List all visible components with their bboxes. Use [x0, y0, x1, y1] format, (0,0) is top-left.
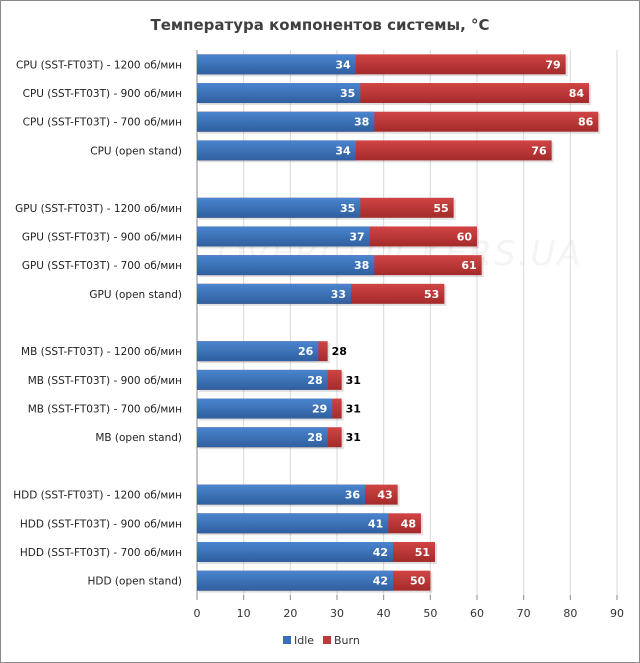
data-label-idle: 42	[373, 546, 388, 559]
data-label-burn: 61	[461, 259, 476, 272]
data-label-idle: 38	[354, 259, 369, 272]
bar-idle	[197, 111, 375, 132]
bar-idle	[197, 140, 356, 161]
data-label-burn: 28	[332, 345, 347, 358]
data-label-burn: 76	[531, 144, 547, 157]
tick-label: 50	[423, 607, 437, 620]
data-label-idle: 42	[373, 575, 388, 588]
data-label-idle: 28	[307, 374, 322, 387]
bar-idle	[197, 513, 389, 534]
data-label-burn: 31	[346, 403, 361, 416]
bar-idle	[197, 226, 370, 247]
data-label-idle: 38	[354, 116, 369, 129]
data-label-burn: 51	[415, 546, 430, 559]
bar-idle	[197, 283, 351, 304]
bar-idle	[197, 341, 319, 362]
bar-idle	[197, 197, 361, 218]
category-label: HDD (SST-FT03T) - 1200 об/мин	[13, 490, 182, 502]
bar-idle	[197, 427, 328, 448]
chart-title: Температура компонентов системы, °C	[150, 16, 489, 34]
bar-idle	[197, 54, 356, 75]
data-label-burn: 84	[569, 87, 585, 100]
data-label-burn: 50	[410, 575, 426, 588]
data-label-burn: 31	[346, 431, 361, 444]
category-label: MB (SST-FT03T) - 900 об/мин	[28, 375, 182, 387]
data-label-burn: 53	[424, 288, 439, 301]
category-label: CPU (SST-FT03T) - 900 об/мин	[23, 88, 182, 100]
category-label: HDD (SST-FT03T) - 700 об/мин	[20, 547, 182, 559]
data-label-burn: 48	[401, 517, 416, 530]
data-label-burn: 31	[346, 374, 361, 387]
data-label-idle: 36	[345, 489, 361, 502]
tick-label: 60	[470, 607, 484, 620]
category-label: GPU (open stand)	[89, 289, 182, 301]
category-label: CPU (open stand)	[90, 145, 182, 157]
legend-label-burn: Burn	[334, 634, 360, 647]
bar-idle	[197, 570, 393, 591]
legend-swatch-idle	[283, 636, 291, 644]
category-label: HDD (open stand)	[88, 576, 182, 588]
category-label: MB (SST-FT03T) - 1200 об/мин	[21, 346, 182, 358]
category-label: GPU (SST-FT03T) - 1200 об/мин	[15, 203, 182, 215]
data-label-idle: 34	[335, 58, 351, 71]
data-label-idle: 35	[340, 87, 355, 100]
data-label-burn: 60	[457, 230, 473, 243]
data-label-burn: 55	[433, 202, 448, 215]
legend: Idle Burn	[283, 634, 360, 647]
bar-idle	[197, 484, 365, 505]
data-label-idle: 26	[298, 345, 314, 358]
tick-label: 90	[610, 607, 624, 620]
tick-label: 40	[377, 607, 391, 620]
category-label: HDD (SST-FT03T) - 900 об/мин	[20, 518, 182, 530]
bar-idle	[197, 255, 375, 276]
legend-label-idle: Idle	[294, 634, 314, 647]
tick-label: 20	[283, 607, 297, 620]
tick-label: 0	[194, 607, 201, 620]
legend-swatch-burn	[323, 636, 331, 644]
bar-idle	[197, 83, 361, 104]
tick-label: 70	[517, 607, 531, 620]
data-label-idle: 33	[331, 288, 346, 301]
tick-label: 80	[563, 607, 577, 620]
category-label: CPU (SST-FT03T) - 1200 об/мин	[16, 59, 182, 71]
tick-label: 30	[330, 607, 344, 620]
data-label-burn: 86	[578, 116, 594, 129]
tick-label: 10	[237, 607, 251, 620]
data-label-burn: 43	[377, 489, 392, 502]
category-label: GPU (SST-FT03T) - 700 об/мин	[22, 260, 182, 272]
data-label-idle: 29	[312, 403, 327, 416]
bar-idle	[197, 541, 393, 562]
data-label-burn: 79	[545, 58, 560, 71]
data-label-idle: 37	[349, 230, 364, 243]
category-label: CPU (SST-FT03T) - 700 об/мин	[23, 117, 182, 129]
category-label: GPU (SST-FT03T) - 900 об/мин	[22, 231, 182, 243]
bar-idle	[197, 398, 333, 419]
data-label-idle: 28	[307, 431, 322, 444]
data-label-idle: 41	[368, 517, 383, 530]
category-label: MB (open stand)	[95, 432, 182, 444]
category-label: MB (SST-FT03T) - 700 об/мин	[28, 404, 182, 416]
data-label-idle: 35	[340, 202, 355, 215]
data-label-idle: 34	[335, 144, 351, 157]
bar-idle	[197, 369, 328, 390]
